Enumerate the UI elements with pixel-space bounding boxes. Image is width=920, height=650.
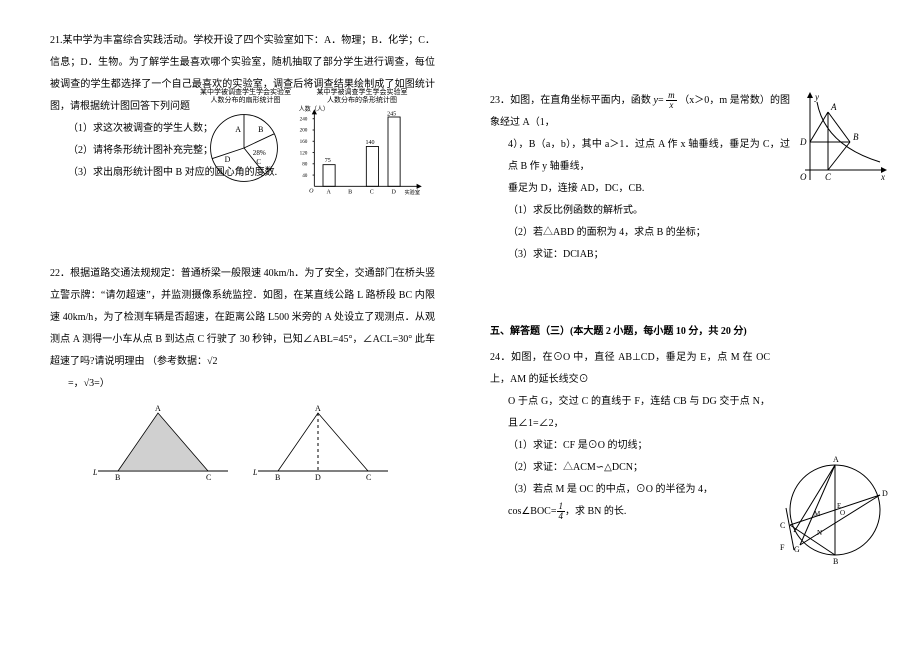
q23-frac: mx xyxy=(666,91,677,110)
q24-text1: 如图，在⊙O 中，直径 AB⊥CD，垂足为 E，点 M 在 OC 上，AM 的延… xyxy=(490,352,770,385)
svg-text:D: D xyxy=(799,137,807,147)
svg-text:A: A xyxy=(830,102,837,112)
q22-num: 22． xyxy=(50,268,70,279)
svg-text:80: 80 xyxy=(302,162,308,168)
q24-cos: cos∠BOC= xyxy=(508,506,557,517)
bar-xlabel: 实验室 xyxy=(404,189,420,197)
pie-pct: 28% xyxy=(253,149,266,157)
sqrt3: √3 xyxy=(84,378,95,389)
q23-eq: = xyxy=(658,95,666,106)
svg-text:D: D xyxy=(391,190,396,196)
svg-text:D: D xyxy=(882,489,888,498)
frac-den: x xyxy=(666,101,677,110)
svg-text:O: O xyxy=(800,172,807,182)
bar-svg: 人数（人） 40 80 120 160 200 240 O 75 xyxy=(297,104,427,199)
svg-text:y: y xyxy=(814,92,819,102)
svg-text:A: A xyxy=(326,190,331,196)
svg-text:B: B xyxy=(853,132,859,142)
pie-label-a: A xyxy=(235,126,241,135)
page: 21.某中学为丰富综合实践活动。学校开设了四个实验室如下：A．物理；B．化学；C… xyxy=(0,0,920,650)
svg-text:40: 40 xyxy=(302,173,308,179)
svg-text:A: A xyxy=(315,404,321,413)
svg-text:B: B xyxy=(275,473,280,481)
q22-figures: A L B C A L B D C xyxy=(50,401,435,481)
svg-text:L: L xyxy=(93,468,98,477)
tri-right: A L B D C xyxy=(253,401,393,481)
svg-text:G: G xyxy=(794,545,800,554)
svg-text:O: O xyxy=(309,189,314,195)
pie-chart: 某中学被调查学生学会实验室 人数分布的扇形统计图 A B 28% C D xyxy=(200,89,291,195)
pie-label-b: B xyxy=(258,126,263,135)
q23-lead: 如图，在直角坐标平面内，函数 xyxy=(510,95,651,106)
q23-graph: A B C D O x y xyxy=(795,90,890,190)
svg-text:x: x xyxy=(880,172,885,182)
svg-text:M: M xyxy=(814,510,821,518)
pie-title: 某中学被调查学生学会实验室 人数分布的扇形统计图 xyxy=(200,89,291,104)
svg-text:C: C xyxy=(206,473,211,481)
q22: 22．根据道路交通法规规定：普通桥梁一般限速 40km/h．为了安全，交通部门在… xyxy=(50,263,435,373)
q23-num: 23． xyxy=(490,95,510,106)
q22-tail: =，√3=） xyxy=(68,373,435,395)
sqrt2: √2 xyxy=(207,356,218,367)
right-column: 23．如图，在直角坐标平面内，函数 y= mx （x＞0，m 是常数）的图象经过… xyxy=(460,0,920,650)
q24-num: 24． xyxy=(490,352,511,363)
svg-text:F: F xyxy=(780,543,785,552)
bar-title: 某中学被调查学生学会实验室 人数分布的条形统计图 xyxy=(297,89,427,104)
pie-svg: A B 28% C D xyxy=(200,104,288,192)
svg-text:120: 120 xyxy=(300,151,308,157)
q21-figures: 某中学被调查学生学会实验室 人数分布的扇形统计图 A B 28% C D 某中学… xyxy=(200,89,435,203)
q23-s2: （2）若△ABD 的面积为 4，求点 B 的坐标； xyxy=(508,222,880,244)
svg-text:B: B xyxy=(348,190,352,196)
q24: 24．如图，在⊙O 中，直径 AB⊥CD，垂足为 E，点 M 在 OC 上，AM… xyxy=(490,347,880,391)
bar-chart: 某中学被调查学生学会实验室 人数分布的条形统计图 人数（人） 40 80 120… xyxy=(297,89,427,203)
svg-text:200: 200 xyxy=(300,128,308,134)
svg-text:N: N xyxy=(817,529,822,537)
svg-text:C: C xyxy=(825,172,832,182)
q22-comma: ， xyxy=(74,378,84,389)
svg-text:240: 240 xyxy=(300,117,308,123)
q21-num: 21. xyxy=(50,35,63,46)
pie-label-d: D xyxy=(225,155,231,164)
section-5-title: 五、解答题（三）(本大题 2 小题，每小题 10 分，共 20 分) xyxy=(490,322,880,337)
svg-text:C: C xyxy=(370,190,374,196)
q22-eq3: =） xyxy=(94,378,110,389)
tri-left: A L B C xyxy=(93,401,233,481)
svg-text:C: C xyxy=(366,473,371,481)
q24-s3tail: ，求 BN 的长. xyxy=(565,506,626,517)
svg-text:A: A xyxy=(833,455,839,464)
q24-frac-den: 4 xyxy=(557,512,566,521)
q24-text2: O 于点 G，交过 C 的直线于 F，连结 CB 与 DG 交于点 N，且∠1=… xyxy=(508,391,880,435)
bar-val-c: 140 xyxy=(365,140,374,146)
bar-val-d: 245 xyxy=(387,112,396,118)
q24-graph: A B C D E F G M N O xyxy=(780,450,890,570)
q22-text: 根据道路交通法规规定：普通桥梁一般限速 40km/h．为了安全，交通部门在桥头竖… xyxy=(50,268,435,367)
pie-label-c: C xyxy=(256,158,261,166)
svg-text:L: L xyxy=(253,468,258,477)
q23-s3: （3）求证：DC‖AB； xyxy=(508,244,880,266)
q23-s1: （1）求反比例函数的解析式。 xyxy=(508,200,880,222)
svg-text:C: C xyxy=(780,521,785,530)
left-column: 21.某中学为丰富综合实践活动。学校开设了四个实验室如下：A．物理；B．化学；C… xyxy=(0,0,460,650)
svg-text:B: B xyxy=(833,557,838,566)
q24-frac: 14 xyxy=(557,502,566,521)
svg-text:D: D xyxy=(315,473,321,481)
svg-text:B: B xyxy=(115,473,120,481)
svg-text:A: A xyxy=(155,404,161,413)
svg-text:O: O xyxy=(840,509,845,517)
svg-text:160: 160 xyxy=(300,139,308,145)
bar-val-a: 75 xyxy=(325,158,331,164)
